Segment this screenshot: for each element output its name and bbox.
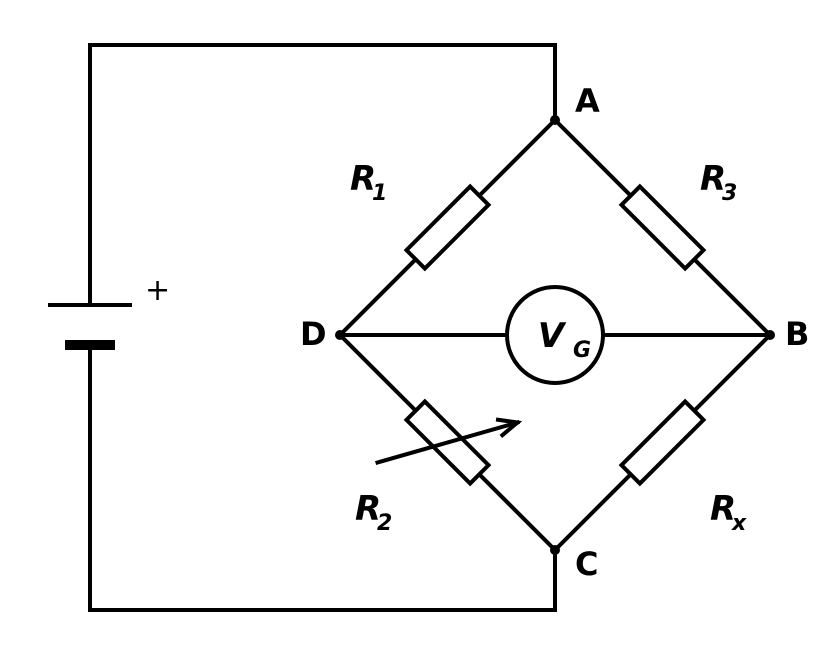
label-R2-sub: 2 (377, 511, 392, 536)
svg-text:G: G (573, 338, 591, 363)
label-Rx-sub: x (731, 511, 747, 536)
svg-text:C: C (575, 545, 598, 583)
svg-text:B: B (785, 315, 809, 353)
svg-text:A: A (575, 82, 600, 120)
wheatstone-bridge-diagram: +VGABCDR1R3R2Rx (0, 0, 840, 645)
svg-text:V: V (538, 316, 567, 356)
label-R3-sub: 3 (722, 181, 737, 206)
svg-text:+: + (145, 273, 170, 308)
svg-text:D: D (300, 315, 327, 353)
label-R1-sub: 1 (372, 181, 387, 206)
